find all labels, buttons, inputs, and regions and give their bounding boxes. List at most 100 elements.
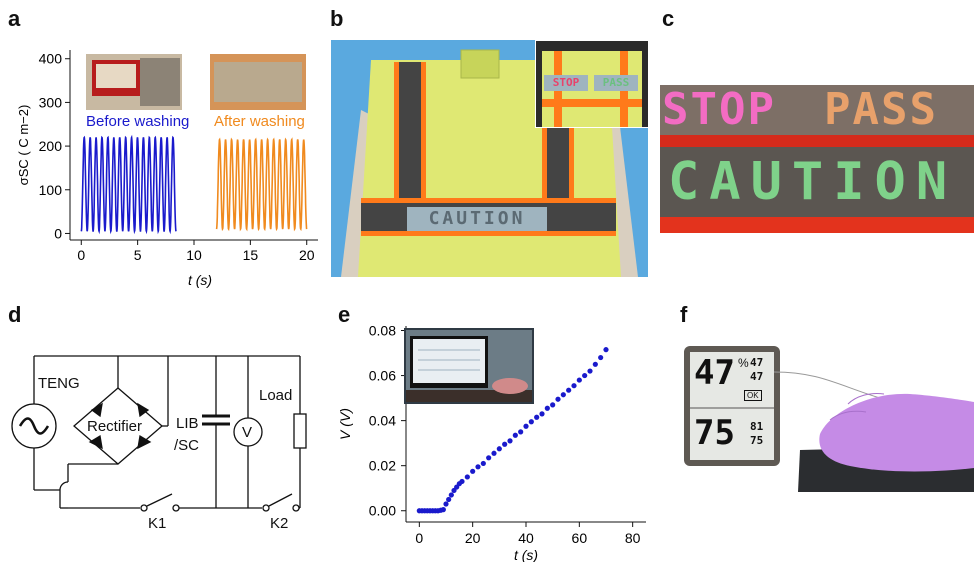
e-data-point <box>555 396 561 402</box>
e-data-point <box>582 372 588 379</box>
e-data-point <box>464 474 470 480</box>
e-data-point <box>603 347 609 353</box>
a-y-axis-label: σSC ( C m−2) <box>16 105 31 186</box>
panel-e-chart: 0 20 40 60 80 0.00 0.02 0.04 0.06 0.08 t (s) V (V… <box>340 323 646 562</box>
a-y-tick-label: 100 <box>39 182 63 198</box>
switch-k2 <box>268 493 293 507</box>
panel-d-circuit: TENG Rectifier LIB /SC V Load K1 K2 <box>11 355 307 532</box>
e-y-axis-label: V (V) <box>340 408 353 440</box>
a-series-line-0 <box>80 134 177 235</box>
panel-c-photo: STOP PASS CAUTION <box>660 85 974 233</box>
e-x-tick-label: 80 <box>625 530 641 546</box>
load-label: Load <box>259 387 292 404</box>
vest-inset-photo: STOP PASS <box>535 40 648 128</box>
e-inset-laptop-photo <box>404 328 534 404</box>
a-annotation-before: Before washing <box>86 113 189 130</box>
e-data-point <box>523 423 529 429</box>
voltmeter-label: V <box>242 424 252 441</box>
e-data-point <box>512 432 518 438</box>
rectifier-label: Rectifier <box>87 418 142 435</box>
panel-label-b: b <box>330 6 344 31</box>
a-series-line-1 <box>215 137 308 232</box>
e-data-point <box>550 402 556 408</box>
e-data-point <box>566 387 572 393</box>
e-data-point <box>446 496 452 503</box>
e-data-point <box>518 429 524 435</box>
e-data-point <box>560 392 566 398</box>
e-x-tick-label: 0 <box>415 530 423 546</box>
a-x-tick-label: 20 <box>299 247 315 263</box>
e-data-point <box>440 507 446 513</box>
e-data-point <box>544 405 550 411</box>
hygrometer-temp-lo: 75 <box>750 434 764 447</box>
e-data-point <box>480 460 486 467</box>
hygrometer-humidity: 47 <box>694 353 735 393</box>
e-data-point <box>539 411 545 417</box>
hygrometer-humidity-lo: 47 <box>750 370 764 383</box>
e-y-tick-label: 0.06 <box>369 368 396 384</box>
a-y-tick-label: 200 <box>39 138 63 154</box>
e-data-point <box>448 492 454 498</box>
e-data-point <box>491 450 497 456</box>
load-resistor <box>293 413 307 449</box>
e-data-point <box>528 419 534 425</box>
c-caution-sign: CAUTION <box>668 152 958 212</box>
panel-f-photo: 47 % 47 47 OK 75 81 75 <box>680 342 974 492</box>
inset-stop-sign: STOP <box>544 75 588 91</box>
hygrometer-illustration <box>684 346 974 492</box>
e-y-tick-label: 0.04 <box>369 413 396 429</box>
c-pass-sign: PASS <box>824 85 938 135</box>
panel-label-c: c <box>662 6 675 31</box>
e-data-point <box>496 446 502 452</box>
a-x-tick-label: 0 <box>77 247 85 263</box>
panel-label-d: d <box>8 302 22 327</box>
e-data-point <box>587 368 593 374</box>
hygrometer-pct: % <box>738 356 749 370</box>
e-data-point <box>576 377 582 383</box>
e-x-tick-label: 20 <box>465 530 481 546</box>
e-data-point <box>592 361 598 367</box>
panel-label-f: f <box>680 302 688 327</box>
k2-label: K2 <box>270 515 288 532</box>
e-data-point <box>598 354 604 361</box>
c-stop-sign: STOP <box>662 85 776 135</box>
a-inset-before-photo <box>86 54 182 110</box>
panel-label-e: e <box>338 302 351 327</box>
e-data-point <box>459 478 465 485</box>
e-y-tick-label: 0.02 <box>369 458 396 474</box>
a-inset-after-photo <box>210 54 306 110</box>
teng-label: TENG <box>38 375 80 392</box>
e-y-tick-label: 0.08 <box>369 323 396 339</box>
lib-label: LIB <box>176 415 199 432</box>
e-data-point <box>502 441 508 447</box>
e-data-point <box>507 438 513 444</box>
k1-label: K1 <box>148 515 166 532</box>
vest-caution-sign: CAUTION <box>407 207 547 231</box>
e-data-point <box>571 383 577 389</box>
a-x-tick-label: 10 <box>186 247 202 263</box>
e-data-point <box>486 455 492 461</box>
hygrometer-ok: OK <box>744 390 762 401</box>
e-x-axis-label: t (s) <box>514 547 538 562</box>
e-x-tick-label: 60 <box>572 530 588 546</box>
e-data-point <box>443 501 449 507</box>
a-y-tick-label: 0 <box>54 225 62 241</box>
e-data-point <box>475 464 481 470</box>
inset-pass-sign: PASS <box>594 75 638 91</box>
a-x-axis-label: t (s) <box>188 272 212 288</box>
panel-b-photo: CAUTION STOP PASS <box>331 40 648 277</box>
a-x-tick-label: 15 <box>243 247 259 263</box>
hygrometer-humidity-hi: 47 <box>750 356 764 369</box>
hygrometer-temperature: 75 <box>694 413 735 453</box>
a-annotation-after: After washing <box>214 113 305 130</box>
switch-k1 <box>146 493 173 507</box>
e-data-point <box>534 414 540 420</box>
a-y-tick-label: 400 <box>39 51 63 67</box>
e-x-tick-label: 40 <box>518 530 534 546</box>
e-data-point <box>470 468 476 474</box>
a-x-tick-label: 5 <box>134 247 142 263</box>
sc-label: /SC <box>174 437 199 454</box>
panel-label-a: a <box>8 6 21 31</box>
hygrometer-temp-hi: 81 <box>750 420 764 433</box>
